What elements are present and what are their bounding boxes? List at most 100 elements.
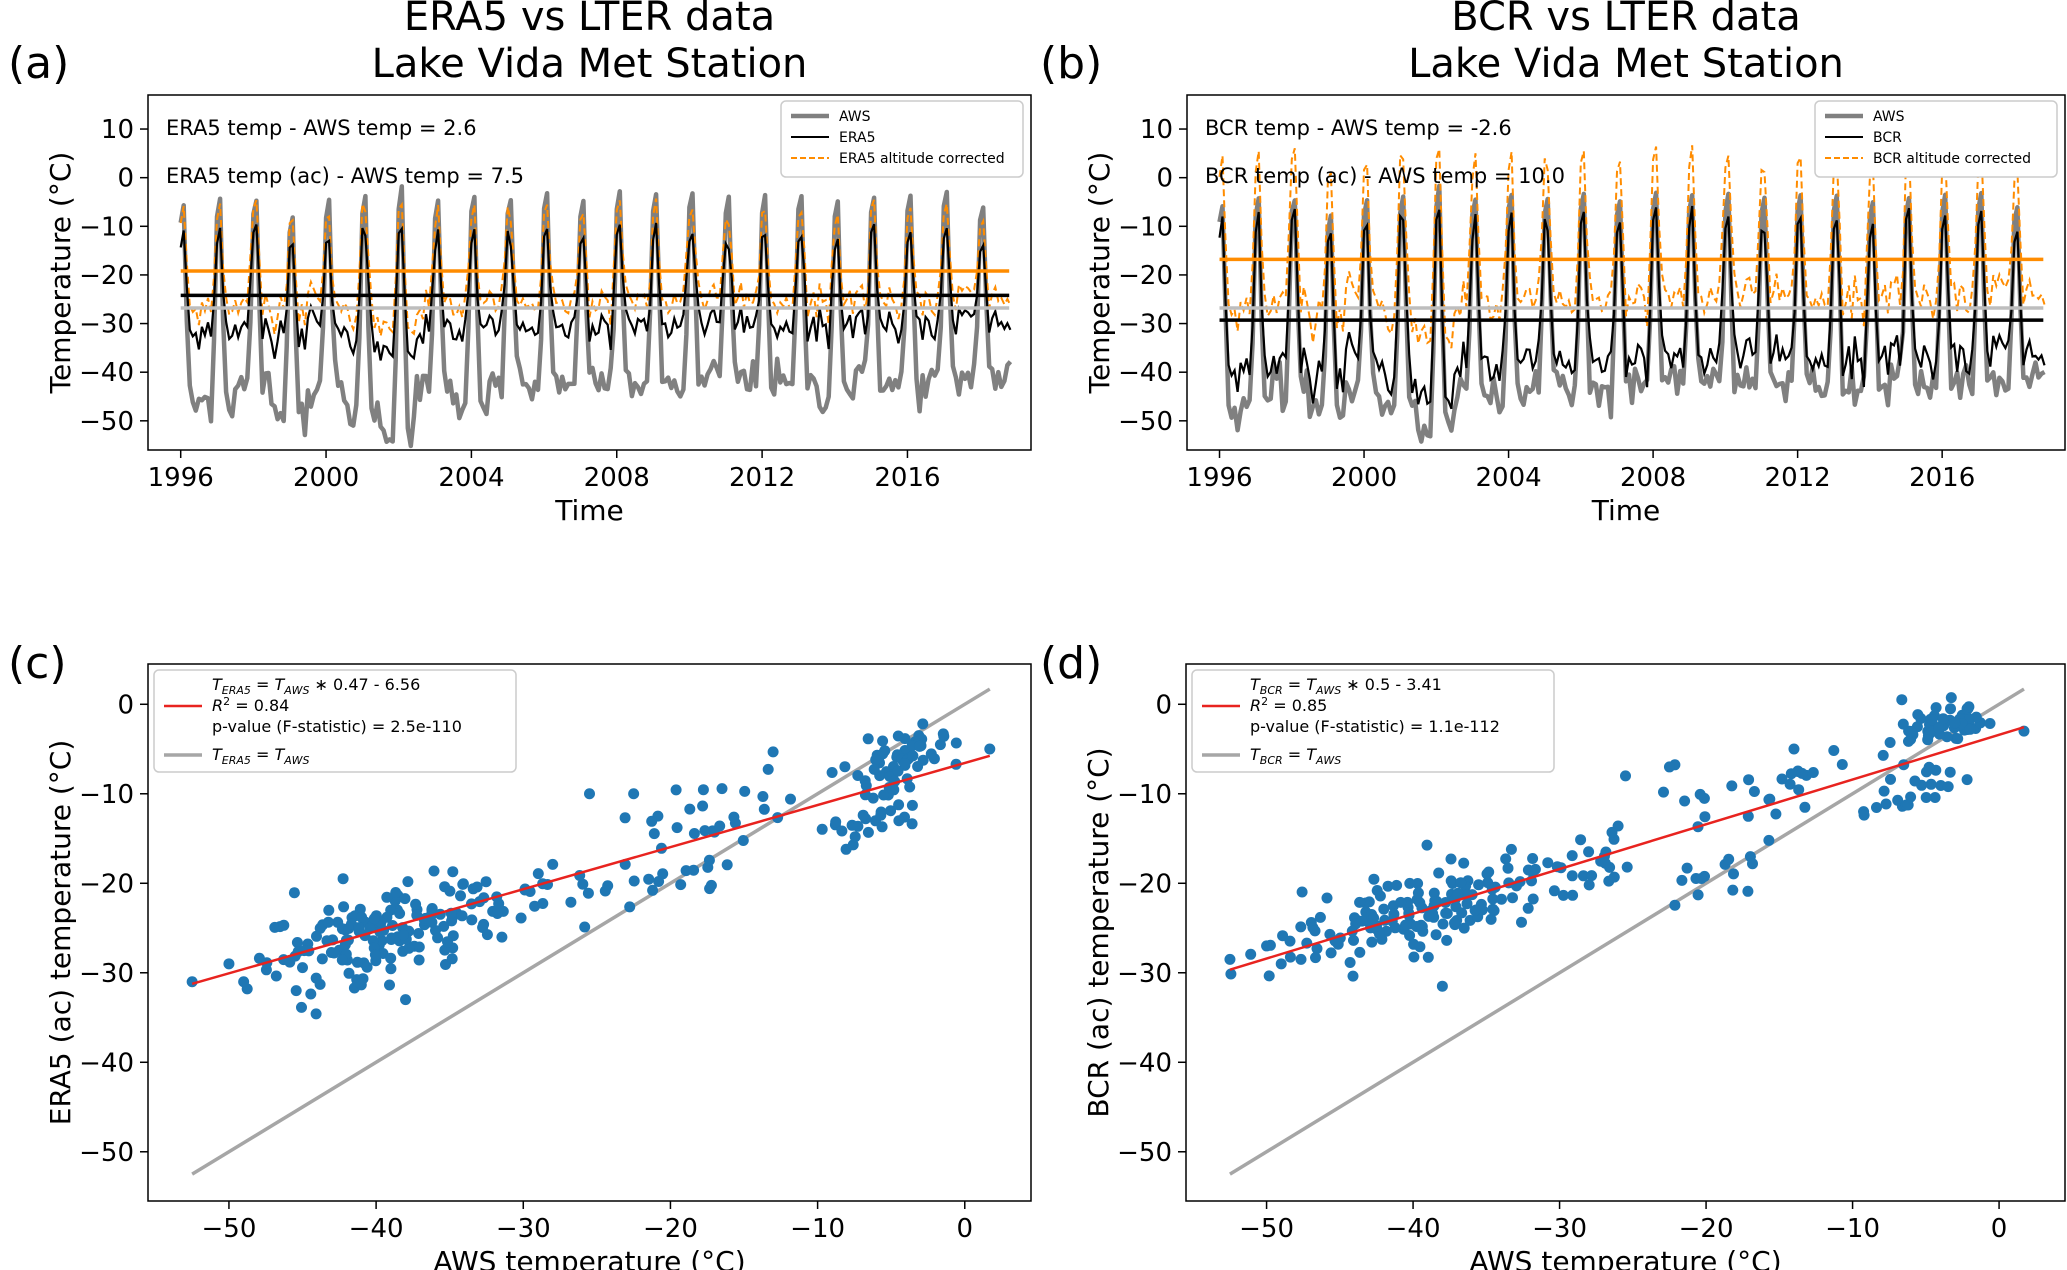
y-tick-label: −30 — [79, 310, 134, 340]
scatter-point — [906, 799, 918, 811]
scatter-point — [758, 803, 770, 815]
scatter-point — [481, 929, 493, 941]
scatter-point — [816, 823, 828, 835]
scatter-point — [1310, 952, 1321, 964]
y-axis-label: Temperature (°C) — [1083, 152, 1116, 395]
scatter-point — [1421, 839, 1433, 851]
annotation-bias-ac: ERA5 temp (ac) - AWS temp = 7.5 — [166, 164, 524, 188]
scatter-point — [455, 890, 466, 902]
scatter-point — [1871, 802, 1882, 813]
x-tick-label: 0 — [957, 1214, 974, 1244]
scatter-point — [1577, 870, 1589, 882]
scatter-point — [1433, 867, 1445, 879]
x-tick-label: 2012 — [729, 463, 795, 493]
legend-r-squared: R2 = 0.85 — [1250, 695, 1327, 715]
scatter-point — [1903, 735, 1914, 747]
scatter-point — [389, 895, 401, 907]
scatter-point — [1309, 925, 1321, 937]
scatter-point — [928, 753, 940, 765]
x-tick-label: −30 — [496, 1214, 551, 1244]
scatter-point — [1430, 929, 1442, 941]
annotation-bias: ERA5 temp - AWS temp = 2.6 — [166, 116, 477, 140]
scatter-point — [950, 737, 962, 749]
scatter-point — [917, 718, 929, 730]
scatter-point — [385, 934, 397, 945]
scatter-point — [1347, 970, 1359, 982]
y-axis-label: ERA5 (ac) temperature (°C) — [44, 740, 77, 1125]
scatter-point — [1263, 970, 1275, 982]
axes-frame — [1186, 94, 2066, 451]
chart-title-line: ERA5 vs LTER data — [404, 0, 775, 40]
x-tick-label: −50 — [1239, 1214, 1294, 1244]
scatter-point — [1878, 785, 1890, 797]
scatter-point — [892, 765, 904, 777]
scatter-point — [1429, 896, 1441, 908]
chart-title-line: BCR vs LTER data — [1451, 0, 1801, 40]
scatter-point — [878, 789, 890, 801]
legend-fit-equation: TBCR = TAWS ∗ 0.5 - 3.41 — [1250, 675, 1442, 697]
scatter-point — [1679, 795, 1691, 807]
scatter-point — [1391, 879, 1403, 891]
scatter-point — [1922, 734, 1934, 746]
scatter-point — [381, 891, 393, 903]
scatter-point — [1784, 778, 1796, 790]
scatter-point — [456, 910, 468, 922]
scatter-point — [1354, 896, 1366, 908]
scatter-point — [532, 868, 544, 880]
identity-line — [191, 687, 991, 1176]
scatter-point — [1366, 936, 1378, 948]
scatter-point — [1469, 905, 1481, 916]
scatter-point — [537, 898, 549, 909]
scatter-point — [1374, 928, 1385, 940]
scatter-point — [1284, 951, 1296, 963]
scatter-point — [619, 812, 631, 824]
scatter-point — [893, 799, 905, 811]
x-tick-label: 2016 — [874, 463, 940, 493]
scatter-point — [1348, 934, 1359, 946]
scatter-point — [565, 896, 577, 908]
scatter-point — [577, 878, 589, 890]
series-aws-line — [1217, 183, 2046, 444]
y-tick-label: 0 — [1155, 690, 1172, 720]
scatter-point — [1311, 943, 1323, 955]
axes-frame — [147, 94, 1032, 451]
scatter-point — [1763, 834, 1775, 846]
scatter-point — [1933, 722, 1945, 734]
y-tick-label: −40 — [79, 358, 134, 388]
x-axis-label: Time — [554, 494, 624, 527]
scatter-point — [1694, 788, 1706, 800]
scatter-point — [403, 942, 415, 954]
scatter-point — [1723, 853, 1735, 865]
identity-line — [1229, 687, 2025, 1176]
scatter-point — [670, 784, 682, 796]
annotation-bias-ac: BCR temp (ac) - AWS temp = 10.0 — [1205, 164, 1565, 188]
y-tick-label: −50 — [79, 1138, 134, 1168]
scatter-point — [305, 988, 317, 1000]
legend-p-value: p-value (F-statistic) = 2.5e-110 — [212, 717, 462, 736]
scatter-point — [428, 865, 440, 877]
scatter-point — [862, 826, 874, 838]
scatter-point — [343, 967, 355, 979]
scatter-point — [1728, 868, 1739, 880]
scatter-point — [934, 739, 946, 751]
scatter-point — [739, 785, 751, 797]
scatter-point — [426, 916, 438, 928]
scatter-point — [762, 763, 774, 775]
x-tick-label: 2012 — [1765, 463, 1831, 493]
scatter-point — [1669, 899, 1681, 911]
panel-c: (c) −50 −40 −30 −20 −10 0 0 −10 −20 −30 −40 −50 AWS t… — [8, 638, 1032, 1270]
scatter-point — [1225, 968, 1237, 980]
scatter-point — [688, 864, 700, 876]
scatter-point — [1527, 853, 1539, 864]
scatter-point — [1695, 873, 1707, 884]
scatter-point — [491, 908, 503, 919]
x-tick-label: −40 — [1386, 1214, 1441, 1244]
legend-box — [780, 100, 1024, 178]
scatter-point — [1415, 919, 1427, 931]
scatter-point — [643, 873, 655, 885]
scatter-point — [785, 793, 796, 805]
scatter-point — [288, 887, 300, 899]
scatter-point — [361, 961, 373, 973]
scatter-point — [1428, 887, 1440, 899]
scatter-point — [1930, 702, 1942, 714]
